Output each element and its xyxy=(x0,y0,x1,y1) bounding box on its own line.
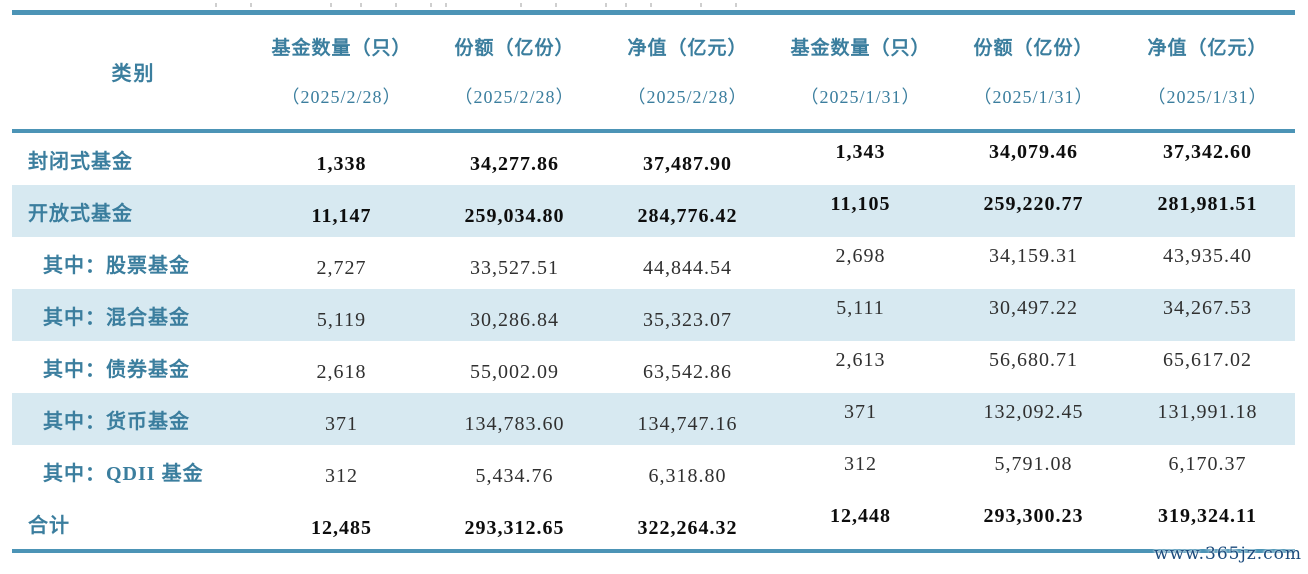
cell-value: 1,343 xyxy=(835,140,886,163)
cell-value: 30,497.22 xyxy=(989,296,1078,319)
column-title: 份额（亿份） xyxy=(454,38,575,59)
cell-value: 281,981.51 xyxy=(1157,192,1258,215)
row-label: 其中：混合基金 xyxy=(43,306,190,329)
column-date: （2025/1/31） xyxy=(800,87,921,107)
row-label: 其中：货币基金 xyxy=(43,410,190,433)
table-row: 其中：QDII 基金 312 5,434.76 6,318.80 312 5,791.08… xyxy=(12,445,1295,497)
cell-value: 6,170.37 xyxy=(1168,452,1247,475)
cell-value: 55,002.09 xyxy=(470,360,559,383)
cell-value: 134,783.60 xyxy=(464,412,565,435)
cell-value: 2,613 xyxy=(835,348,886,371)
table-row: 其中：混合基金 5,119 30,286.84 35,323.07 5,111 30,49… xyxy=(12,289,1295,341)
column-title: 净值（亿元） xyxy=(627,38,748,59)
category-label: 类别 xyxy=(111,62,156,85)
cell-value: 56,680.71 xyxy=(989,348,1078,371)
cell-value: 12,485 xyxy=(255,497,428,553)
cell-value: 34,267.53 xyxy=(1163,296,1252,319)
row-label: 开放式基金 xyxy=(28,202,133,225)
cell-value: 33,527.51 xyxy=(470,256,559,279)
header-fund-count-jan: 基金数量（只） （2025/1/31） xyxy=(774,12,947,133)
cell-value: 12,448 xyxy=(774,497,947,553)
cell-value: 37,342.60 xyxy=(1163,140,1252,163)
table-row: 其中：货币基金 371 134,783.60 134,747.16 371 132,092… xyxy=(12,393,1295,445)
cell-value: 322,264.32 xyxy=(601,497,774,553)
column-title: 基金数量（只） xyxy=(790,38,931,59)
cell-value: 35,323.07 xyxy=(643,308,732,331)
header-fund-count-feb: 基金数量（只） （2025/2/28） xyxy=(255,12,428,133)
column-date: （2025/2/28） xyxy=(627,87,748,107)
cell-value: 43,935.40 xyxy=(1163,244,1252,267)
cell-value: 2,698 xyxy=(835,244,886,267)
cell-value: 44,844.54 xyxy=(643,256,732,279)
cell-value: 34,079.46 xyxy=(989,140,1078,163)
table-header-row: 类别 基金数量（只） （2025/2/28） 份额（亿份） （2025/2/28… xyxy=(12,12,1295,133)
cell-value: 5,791.08 xyxy=(994,452,1073,475)
cell-value: 2,618 xyxy=(316,360,367,383)
cell-value: 34,159.31 xyxy=(989,244,1078,267)
cell-value: 312 xyxy=(325,464,358,487)
cell-value: 37,487.90 xyxy=(643,152,732,175)
row-label: 合计 xyxy=(12,497,255,553)
cell-value: 2,727 xyxy=(316,256,367,279)
row-label: 其中：债券基金 xyxy=(43,358,190,381)
header-netvalue-jan: 净值（亿元） （2025/1/31） xyxy=(1120,12,1295,133)
cell-value: 293,312.65 xyxy=(428,497,601,553)
cell-value: 65,617.02 xyxy=(1163,348,1252,371)
watermark-link: www.365jz.com xyxy=(1154,544,1302,564)
cell-value: 284,776.42 xyxy=(637,204,738,227)
row-label: 其中：QDII 基金 xyxy=(43,462,204,485)
column-title: 份额（亿份） xyxy=(973,38,1094,59)
column-date: （2025/2/28） xyxy=(281,87,402,107)
fund-statistics-table: 类别 基金数量（只） （2025/2/28） 份额（亿份） （2025/2/28… xyxy=(12,10,1295,553)
table-row: 其中：股票基金 2,727 33,527.51 44,844.54 2,698 34,15… xyxy=(12,237,1295,289)
cell-value: 132,092.45 xyxy=(983,400,1084,423)
cell-value: 34,277.86 xyxy=(470,152,559,175)
cell-value: 371 xyxy=(844,400,877,423)
table-body: 封闭式基金 1,338 34,277.86 37,487.90 1,343 34,079.… xyxy=(12,131,1295,553)
column-date: （2025/2/28） xyxy=(454,87,575,107)
cell-value: 293,300.23 xyxy=(947,497,1120,553)
cell-value: 1,338 xyxy=(316,152,367,175)
cell-value: 11,147 xyxy=(311,204,372,227)
cell-value: 63,542.86 xyxy=(643,360,732,383)
table-row: 开放式基金 11,147 259,034.80 284,776.42 11,105 259… xyxy=(12,185,1295,237)
column-title: 净值（亿元） xyxy=(1147,38,1268,59)
row-label: 封闭式基金 xyxy=(28,150,133,173)
cell-value: 11,105 xyxy=(830,192,891,215)
header-shares-jan: 份额（亿份） （2025/1/31） xyxy=(947,12,1120,133)
cutoff-text-artifacts xyxy=(0,2,1308,10)
cell-value: 30,286.84 xyxy=(470,308,559,331)
cell-value: 371 xyxy=(325,412,358,435)
cell-value: 5,434.76 xyxy=(475,464,554,487)
cell-value: 312 xyxy=(844,452,877,475)
cell-value: 319,324.11 xyxy=(1120,497,1295,553)
cell-value: 6,318.80 xyxy=(648,464,727,487)
table-row: 其中：债券基金 2,618 55,002.09 63,542.86 2,613 56,68… xyxy=(12,341,1295,393)
cell-value: 5,111 xyxy=(836,296,885,319)
row-label: 其中：股票基金 xyxy=(43,254,190,277)
header-netvalue-feb: 净值（亿元） （2025/2/28） xyxy=(601,12,774,133)
table-row: 封闭式基金 1,338 34,277.86 37,487.90 1,343 34,079.… xyxy=(12,131,1295,185)
cell-value: 259,220.77 xyxy=(983,192,1084,215)
column-date: （2025/1/31） xyxy=(973,87,1094,107)
column-date: （2025/1/31） xyxy=(1147,87,1268,107)
cell-value: 134,747.16 xyxy=(637,412,738,435)
header-shares-feb: 份额（亿份） （2025/2/28） xyxy=(428,12,601,133)
table-row: 合计 12,485 293,312.65 322,264.32 12,448 293,30… xyxy=(12,497,1295,553)
cell-value: 259,034.80 xyxy=(464,204,565,227)
cell-value: 131,991.18 xyxy=(1157,400,1258,423)
column-title: 基金数量（只） xyxy=(271,38,412,59)
cell-value: 5,119 xyxy=(316,308,367,331)
header-category: 类别 xyxy=(12,12,255,133)
